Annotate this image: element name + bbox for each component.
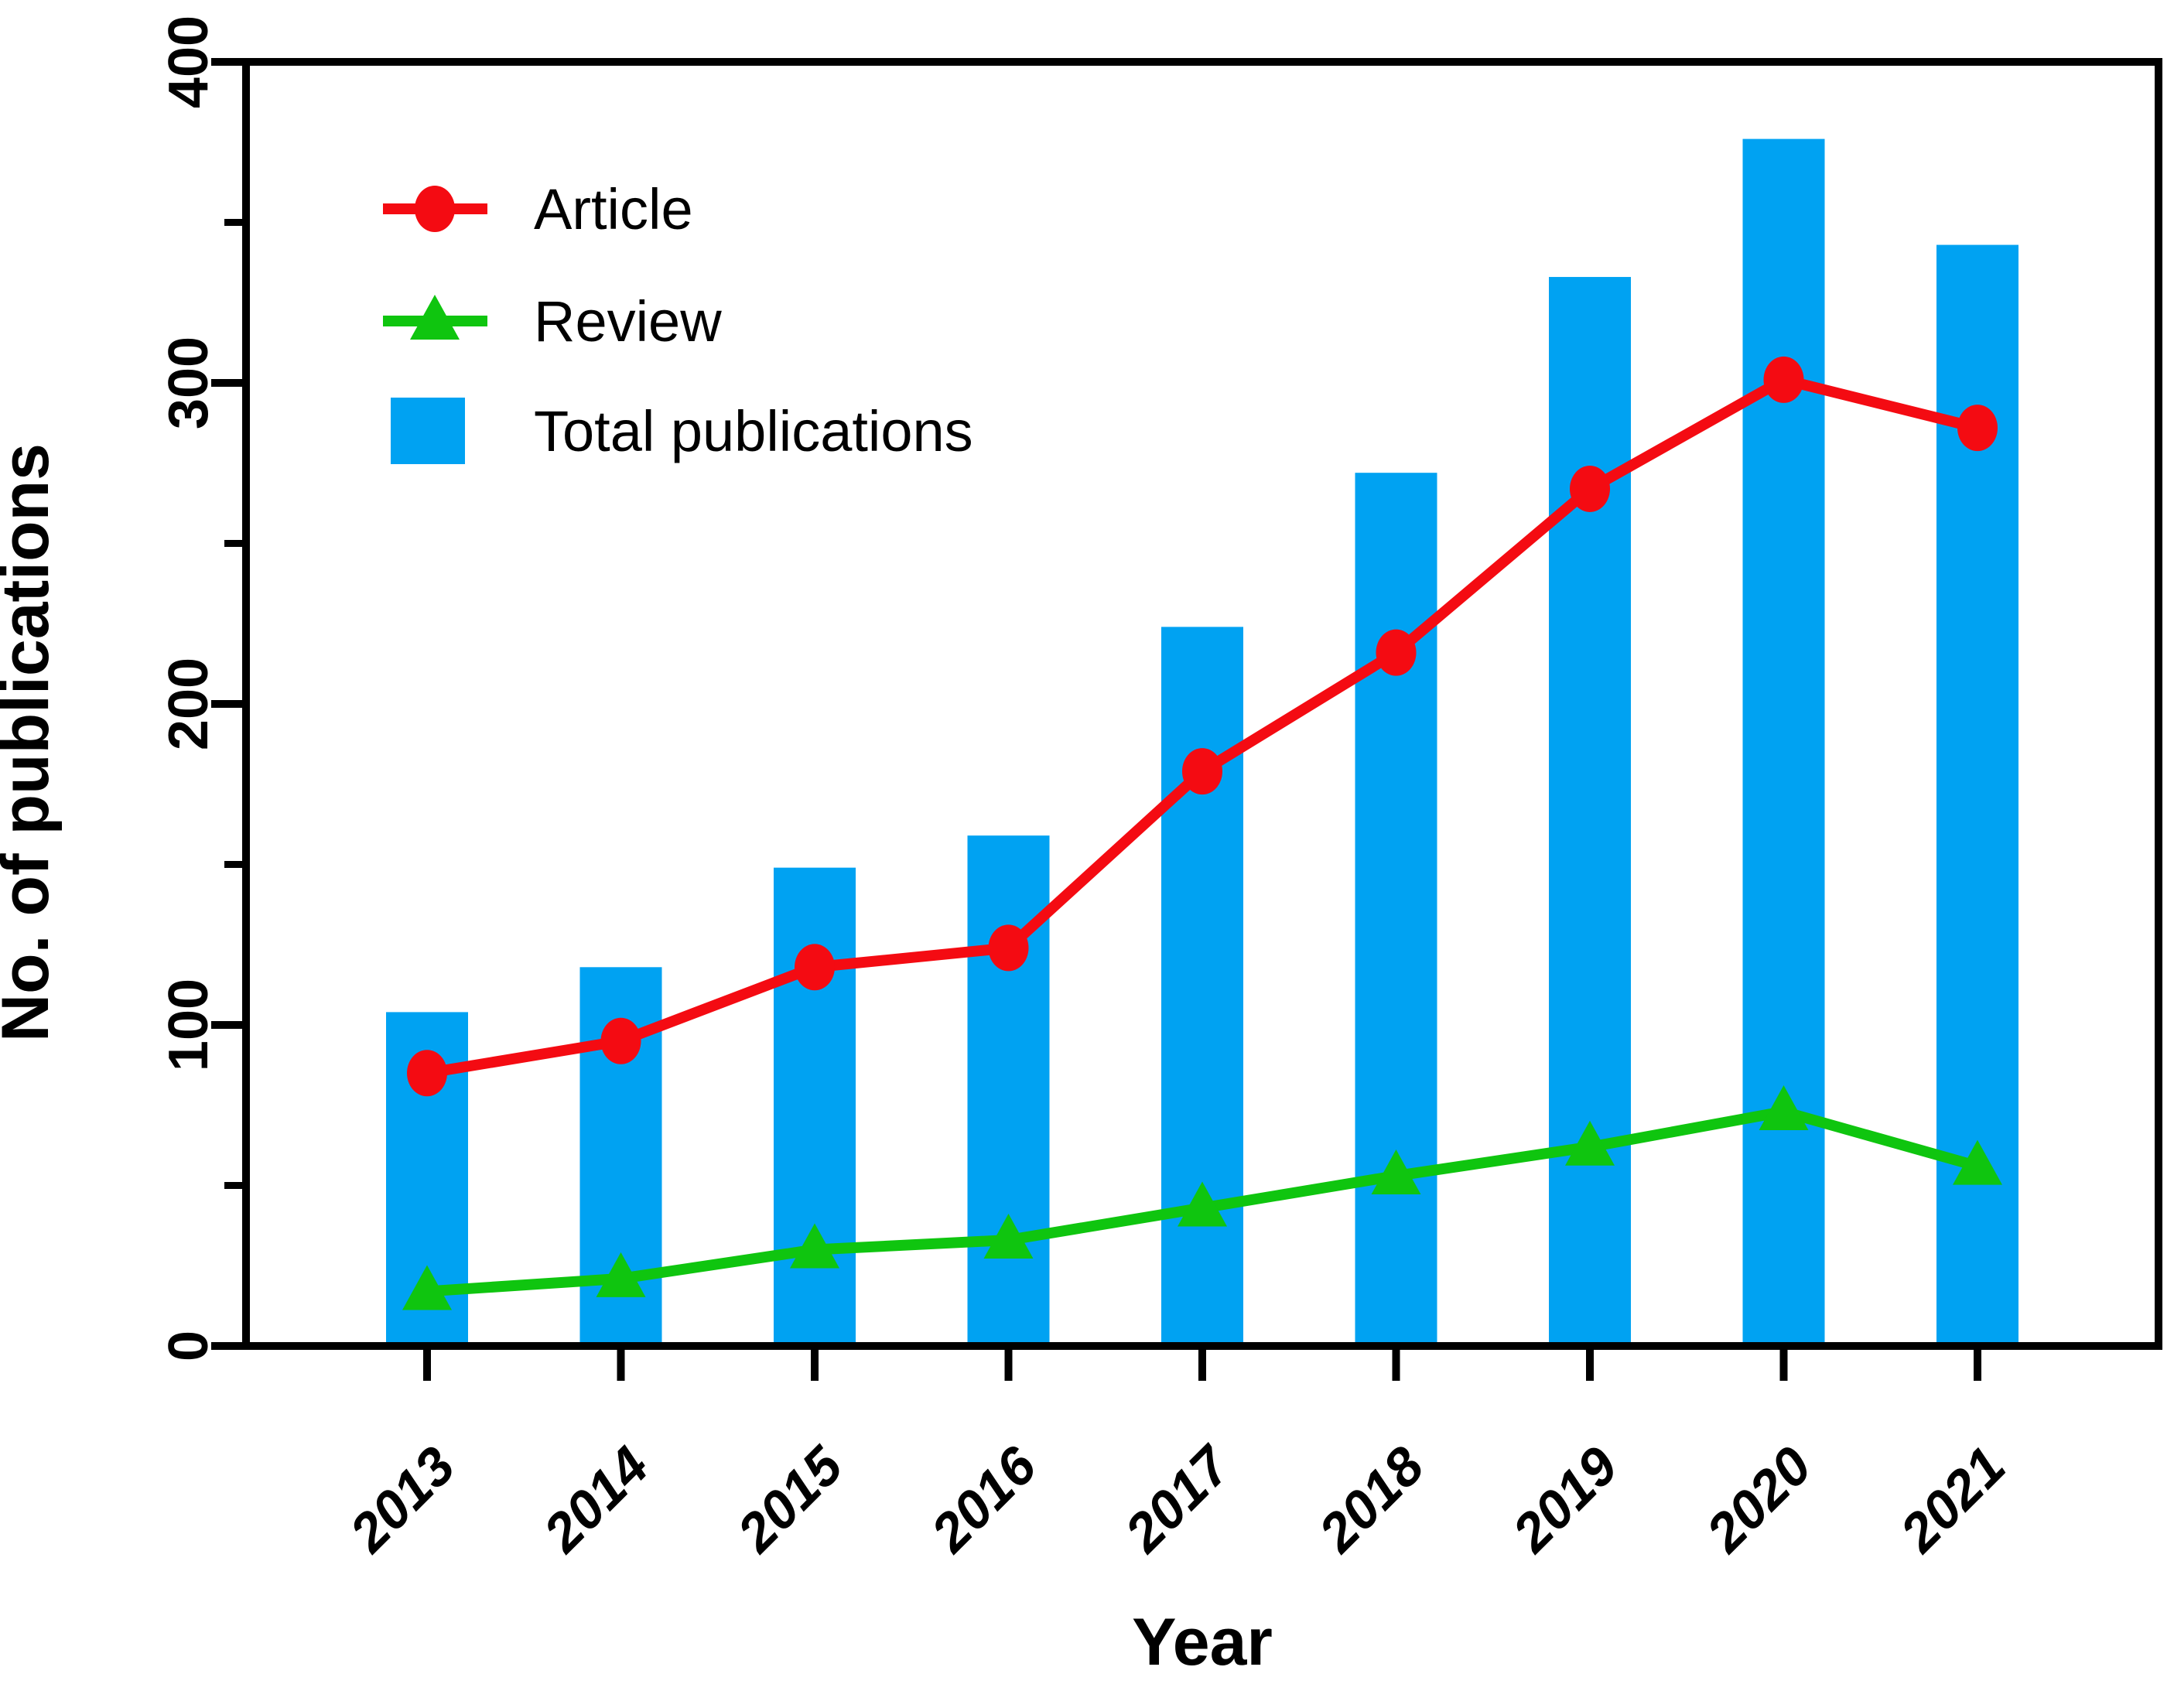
review-point-2021 [1953, 1139, 2002, 1185]
total-publications-bar-2017 [1161, 627, 1243, 1346]
article-point-2019 [1570, 465, 1610, 512]
y-tick-label-200: 200 [158, 658, 220, 750]
y-tick-label-300: 300 [158, 336, 220, 429]
x-tick-label-2013: 2013 [337, 1435, 467, 1564]
review-point-2018 [1371, 1149, 1421, 1195]
review-point-2019 [1565, 1120, 1615, 1166]
total-publications-bar-2020 [1742, 138, 1825, 1347]
x-tick-label-2015: 2015 [725, 1435, 854, 1564]
x-tick-label-2019: 2019 [1500, 1435, 1629, 1564]
legend-review-marker-icon [410, 295, 460, 340]
x-tick-label-2017: 2017 [1113, 1433, 1243, 1564]
legend-label-review: Review [534, 289, 722, 354]
x-tick-label-2014: 2014 [531, 1435, 660, 1564]
article-point-2013 [407, 1050, 447, 1097]
x-axis-title: Year [1132, 1605, 1273, 1679]
x-tick-label-2020: 2020 [1694, 1435, 1823, 1564]
y-axis-title: No. of publications [0, 443, 63, 1042]
legend-label-article: Article [534, 177, 693, 241]
article-point-2014 [600, 1017, 641, 1064]
article-point-2017 [1182, 748, 1222, 795]
review-point-2015 [790, 1223, 839, 1269]
total-publications-bar-2018 [1355, 473, 1437, 1347]
legend-article-marker-icon [415, 186, 455, 232]
review-point-2013 [402, 1265, 452, 1310]
total-publications-bar-2019 [1549, 277, 1631, 1346]
article-point-2015 [795, 944, 835, 991]
lines-layer [402, 356, 2002, 1310]
x-tick-label-2016: 2016 [918, 1435, 1048, 1564]
review-point-2017 [1178, 1181, 1227, 1227]
article-point-2018 [1376, 629, 1417, 676]
x-tick-label-2021: 2021 [1888, 1435, 2017, 1564]
y-tick-label-100: 100 [158, 979, 220, 1071]
legend-total-swatch-icon [391, 398, 465, 464]
y-tick-label-0: 0 [158, 1331, 220, 1361]
article-point-2021 [1957, 405, 1998, 452]
review-point-2016 [983, 1214, 1034, 1259]
x-tick-label-2018: 2018 [1306, 1435, 1435, 1564]
article-point-2016 [988, 924, 1029, 972]
legend: Article Review Total publications [383, 177, 973, 464]
legend-label-total-publications: Total publications [534, 399, 973, 463]
total-publications-bar-2015 [774, 867, 856, 1346]
article-point-2020 [1763, 356, 1804, 403]
review-point-2020 [1759, 1085, 1809, 1131]
total-publications-bar-2016 [967, 835, 1050, 1346]
review-point-2014 [596, 1252, 646, 1297]
y-tick-label-400: 400 [158, 15, 220, 108]
